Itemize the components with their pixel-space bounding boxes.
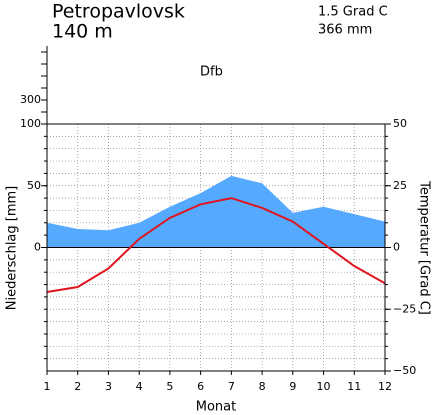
x-tick-label: 3 — [105, 380, 112, 393]
y2-tick-label: −25 — [393, 302, 416, 315]
mean-temperature: 1.5 Grad C — [318, 5, 388, 20]
plot-frame — [46, 123, 386, 372]
x-axis-title: Monat — [196, 400, 236, 415]
x-tick-label: 12 — [378, 380, 392, 393]
annual-precipitation: 366 mm — [318, 23, 372, 38]
x-tick-label: 9 — [289, 380, 296, 393]
x-tick-label: 1 — [44, 380, 51, 393]
x-tick-label: 6 — [197, 380, 204, 393]
y-axis-title: Niederschlag [mm] — [5, 186, 20, 311]
y2-tick-label: 50 — [393, 117, 407, 130]
x-tick-label: 11 — [347, 380, 361, 393]
y2-tick-label: −50 — [393, 364, 416, 377]
y-tick-label: 0 — [34, 241, 41, 254]
y-tick-label: 50 — [27, 179, 41, 192]
chart-title: Petropavlovsk — [52, 1, 185, 23]
precipitation-area — [47, 175, 385, 248]
x-tick-label: 10 — [317, 380, 331, 393]
temperature-line — [46, 197, 386, 293]
x-tick-label: 7 — [228, 380, 235, 393]
y2-tick-label: 25 — [393, 179, 407, 192]
y2-axis-title: Temperatur [Grad C] — [417, 180, 432, 315]
x-tick-label: 8 — [259, 380, 266, 393]
x-tick-label: 2 — [74, 380, 81, 393]
x-tick-label: 5 — [166, 380, 173, 393]
y-upper-tick-label: 300 — [20, 93, 41, 106]
climate-class: Dfb — [200, 65, 223, 80]
y2-tick-label: 0 — [393, 241, 400, 254]
x-tick-label: 4 — [136, 380, 143, 393]
y-tick-label: 100 — [20, 117, 41, 130]
chart-subtitle: 140 m — [52, 21, 113, 43]
